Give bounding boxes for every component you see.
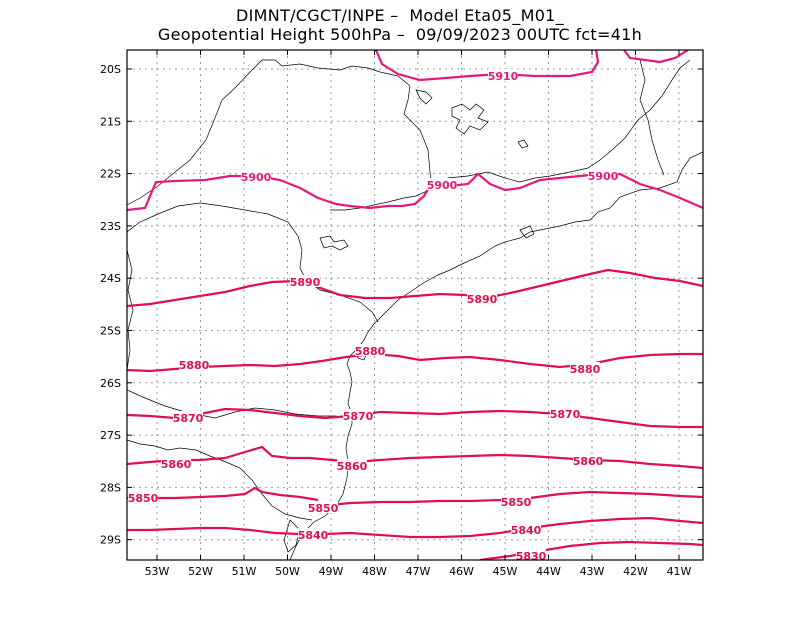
reservoir-billings bbox=[319, 235, 349, 251]
contour-label-bg bbox=[467, 292, 497, 304]
latitude-tick-label: 22S bbox=[100, 168, 121, 181]
contour-label-5910: 5910 bbox=[488, 70, 519, 83]
contour-label-bg bbox=[161, 457, 191, 469]
geopotential-contours bbox=[127, 50, 703, 560]
contour-label-bg bbox=[355, 344, 385, 356]
longitude-tick-label: 46W bbox=[449, 565, 474, 578]
contour-label-5880: 5880 bbox=[179, 359, 210, 372]
longitude-tick-label: 44W bbox=[536, 565, 561, 578]
state-border-pr-sc bbox=[127, 389, 349, 419]
map-title-line-2: Geopotential Height 500hPa – 09/09/2023 … bbox=[157, 25, 643, 44]
longitude-tick-label: 51W bbox=[232, 565, 257, 578]
contour-label-bg bbox=[337, 459, 367, 471]
contour-label-5900: 5900 bbox=[241, 171, 272, 184]
contour-label-bg bbox=[427, 178, 457, 190]
latitude-tick-label: 21S bbox=[100, 115, 121, 128]
island-ilhabela bbox=[519, 225, 535, 239]
longitude-tick-label: 45W bbox=[493, 565, 518, 578]
contour-label-5900: 5900 bbox=[588, 170, 619, 183]
contour-label-5860: 5860 bbox=[161, 458, 192, 471]
contour-label-5870: 5870 bbox=[173, 412, 204, 425]
contour-label-bg bbox=[516, 549, 546, 561]
contour-label-5860: 5860 bbox=[573, 455, 604, 468]
contour-label-bg bbox=[550, 407, 580, 419]
contour-label-bg bbox=[343, 409, 373, 421]
contour-label-5900: 5900 bbox=[427, 179, 458, 192]
longitude-tick-label: 52W bbox=[188, 565, 213, 578]
contour-line-5890 bbox=[127, 268, 703, 308]
contour-label-bg bbox=[511, 523, 541, 535]
longitude-tick-label: 41W bbox=[667, 565, 692, 578]
longitude-tick-label: 49W bbox=[319, 565, 344, 578]
state-border-es bbox=[639, 59, 665, 176]
contour-label-5850: 5850 bbox=[128, 492, 159, 505]
contour-label-bg bbox=[488, 69, 518, 81]
contour-label-5830: 5830 bbox=[516, 550, 547, 563]
reservoir-north bbox=[415, 89, 433, 105]
coastline-and-borders bbox=[127, 59, 703, 560]
contour-label-5870: 5870 bbox=[343, 410, 374, 423]
contour-label-5880: 5880 bbox=[570, 363, 601, 376]
contour-label-5840: 5840 bbox=[511, 524, 542, 537]
latitude-tick-label: 24S bbox=[100, 272, 121, 285]
contour-label-5870: 5870 bbox=[550, 408, 581, 421]
map-title-line-1: DIMNT/CGCT/INPE – Model Eta05_M01_ bbox=[236, 6, 564, 25]
contour-line-5870 bbox=[127, 407, 703, 429]
contour-label-5850: 5850 bbox=[501, 496, 532, 509]
longitude-tick-label: 42W bbox=[623, 565, 648, 578]
contour-label-5890: 5890 bbox=[467, 293, 498, 306]
axis-ticks bbox=[127, 50, 703, 560]
latitude-tick-label: 25S bbox=[100, 325, 121, 338]
contour-label-5860: 5860 bbox=[337, 460, 368, 473]
contour-label-bg bbox=[128, 491, 158, 503]
longitude-tick-label: 48W bbox=[362, 565, 387, 578]
contour-line-5880 bbox=[127, 352, 703, 373]
contour-label-bg bbox=[501, 495, 531, 507]
contour-label-bg bbox=[179, 358, 209, 370]
reservoir-small bbox=[517, 139, 529, 149]
national-border-west bbox=[127, 249, 134, 371]
map-grid bbox=[127, 50, 703, 560]
state-border-north bbox=[127, 59, 433, 211]
latitude-labels: 20S 21S 22S 23S 24S 25S 26S 27S 28S 29S bbox=[100, 63, 121, 547]
contour-label-bg bbox=[241, 170, 271, 182]
longitude-tick-label: 43W bbox=[580, 565, 605, 578]
contour-label-bg bbox=[290, 275, 320, 287]
state-border-sp-pr bbox=[127, 202, 379, 323]
state-border-mg-rj bbox=[431, 59, 691, 186]
latitude-tick-label: 29S bbox=[100, 534, 121, 547]
longitude-tick-label: 47W bbox=[406, 565, 431, 578]
longitude-tick-label: 50W bbox=[275, 565, 300, 578]
latitude-tick-label: 27S bbox=[100, 429, 121, 442]
latitude-tick-label: 26S bbox=[100, 377, 121, 390]
map-frame bbox=[126, 49, 704, 561]
contour-label-bg bbox=[173, 411, 203, 423]
contour-labels: 5910 5900 5900 5900 5890 5890 5880 5880 5880 5870… bbox=[128, 69, 619, 563]
contour-label-bg bbox=[573, 454, 603, 466]
state-border-sc-rs bbox=[127, 439, 313, 521]
longitude-tick-label: 53W bbox=[145, 565, 170, 578]
longitude-labels: 53W 52W 51W 50W 49W 48W 47W 46W 45W 44W 43W 42W 41W bbox=[145, 565, 692, 578]
contour-line-5900 bbox=[127, 172, 703, 212]
contour-label-bg bbox=[308, 501, 338, 513]
contour-label-bg bbox=[588, 169, 618, 181]
latitude-tick-label: 28S bbox=[100, 481, 121, 494]
contour-label-bg bbox=[570, 362, 600, 374]
latitude-tick-label: 20S bbox=[100, 63, 121, 76]
contour-label-5880: 5880 bbox=[355, 345, 386, 358]
contour-label-bg bbox=[298, 528, 328, 540]
contour-line-5850 bbox=[127, 486, 319, 502]
contour-line-5840 bbox=[127, 516, 703, 539]
contour-label-5890: 5890 bbox=[290, 276, 321, 289]
reservoir-furnas bbox=[451, 103, 489, 135]
contour-line-5910 bbox=[374, 50, 600, 82]
contour-label-5840: 5840 bbox=[298, 529, 329, 542]
latitude-tick-label: 23S bbox=[100, 220, 121, 233]
contour-line-5910 bbox=[623, 50, 689, 64]
contour-label-5850: 5850 bbox=[308, 502, 339, 515]
